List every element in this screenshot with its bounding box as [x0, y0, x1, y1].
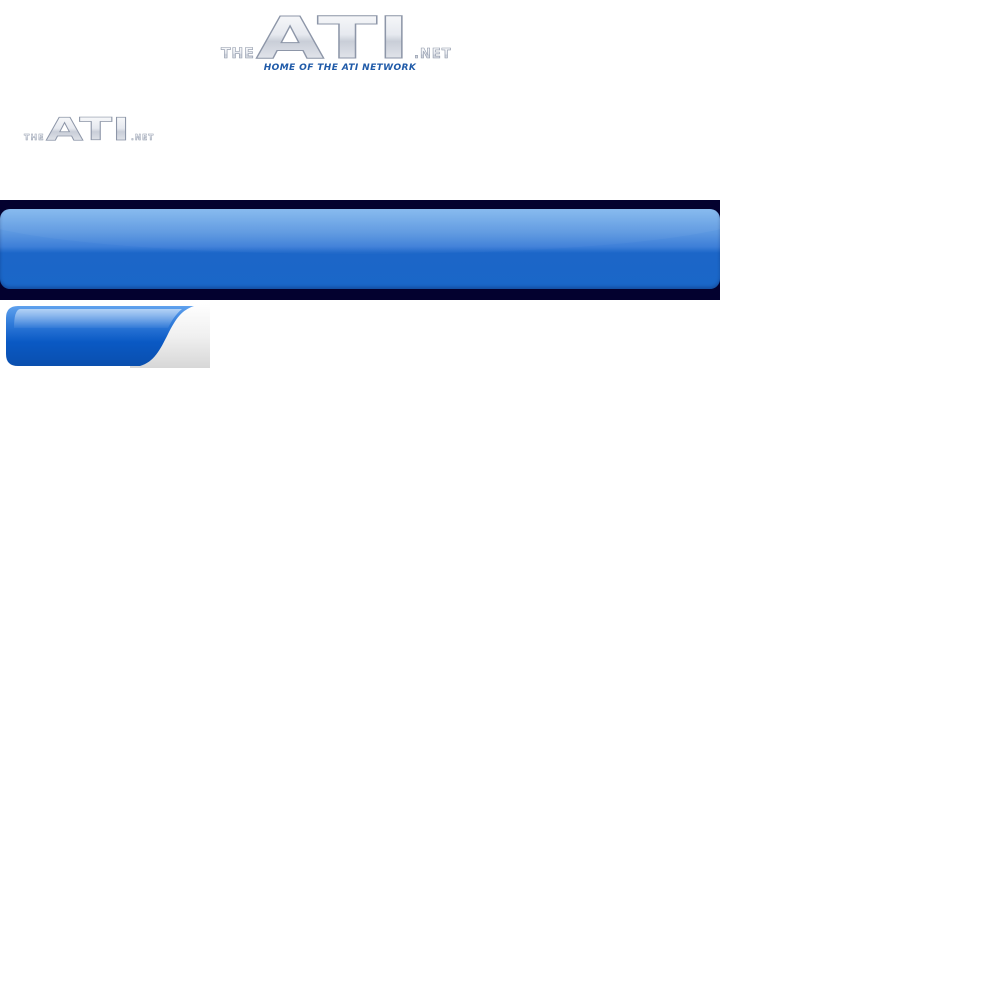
site-logo-graphic: THE ATI .NET [221, 4, 452, 73]
logo-tagline: HOME OF THE ATI NETWORK [263, 63, 417, 73]
site-logo[interactable]: THE ATI .NET HOME OF THE ATI NETWORK [218, 4, 463, 76]
site-logo-small[interactable]: THE ATI .NET [24, 112, 158, 149]
logo-small-suffix: .NET [131, 133, 154, 142]
logo-main: ATI [256, 4, 410, 72]
header-bar [0, 200, 720, 300]
logo-small-prefix: THE [24, 133, 45, 142]
header-glossy-banner [0, 209, 720, 289]
logo-small-main: ATI [46, 112, 130, 148]
tab-blue-shape [6, 306, 194, 366]
logo-prefix: THE [221, 46, 255, 62]
logo-suffix: .NET [414, 47, 452, 62]
site-logo-small-graphic: THE ATI .NET [24, 112, 154, 149]
nav-tab-button[interactable] [4, 304, 210, 368]
